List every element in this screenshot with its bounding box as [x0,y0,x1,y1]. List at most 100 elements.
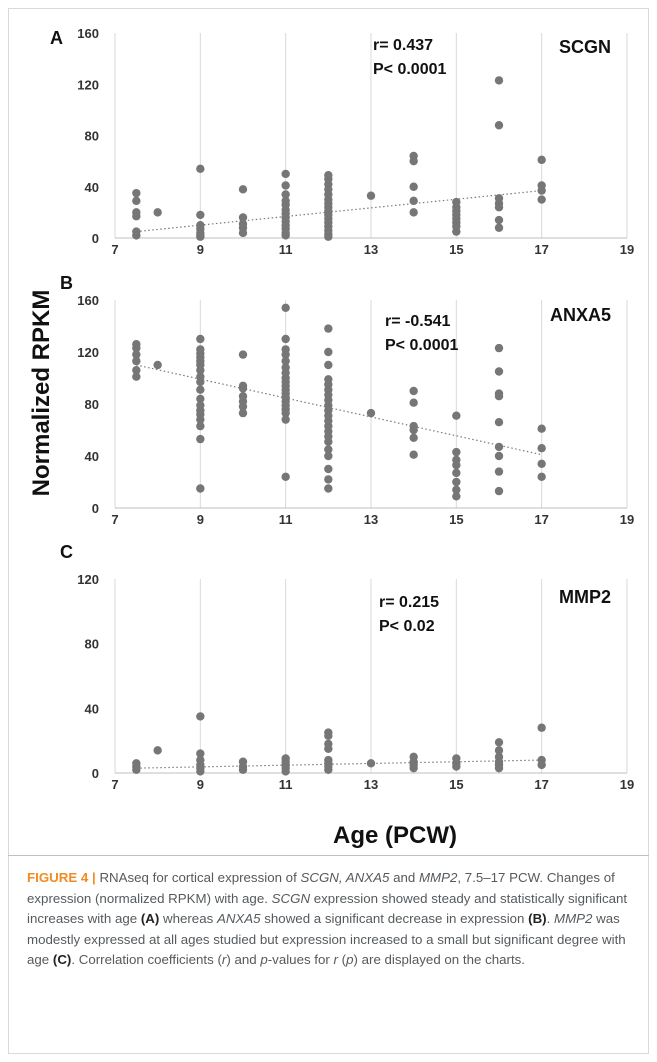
data-point [366,408,376,418]
data-point [196,334,205,344]
data-point [452,762,461,771]
data-point [324,232,333,241]
panel-label: A [50,28,63,48]
data-point [132,196,141,206]
data-point [281,334,290,344]
data-point [494,738,504,747]
x-tick-label: 7 [111,512,118,527]
caption-panel-ref: (A) [140,911,160,927]
data-point [196,377,205,387]
x-tick-label: 13 [364,242,378,257]
caption-text: showed a significant decrease in express… [260,911,529,927]
x-tick-label: 17 [534,777,548,792]
x-tick-label: 15 [449,512,463,527]
data-point [281,356,290,366]
x-tick-label: 15 [449,777,463,792]
data-point [494,746,504,755]
data-point [494,367,504,376]
data-point [494,343,504,353]
data-point [324,731,333,741]
data-point [153,208,162,217]
data-point [238,350,248,359]
data-point [196,415,205,424]
data-point [494,76,504,85]
y-tick-label: 40 [85,449,99,464]
caption-panel-ref: (C) [52,952,72,968]
caption-lead: FIGURE 4 | [27,870,96,885]
y-tick-label: 80 [85,129,99,144]
gene-name: SCGN [559,37,611,57]
data-point [409,398,418,407]
data-point [324,360,333,370]
caption-text: was modestly expressed at all ages studi… [27,911,626,968]
caption-panel-ref: (B) [528,911,547,927]
caption-text: ) and [226,952,261,968]
figure-caption: FIGURE 4 | RNAseq for cortical expressio… [27,868,637,971]
data-point [324,484,333,493]
y-tick-label: 40 [85,180,99,195]
data-point [494,451,504,461]
data-point [196,385,205,394]
data-point [238,228,248,238]
data-point [281,303,290,312]
y-tick-label: 120 [77,345,99,360]
caption-text: p [260,952,268,968]
data-point [494,121,504,130]
y-tick-label: 40 [85,701,99,716]
data-point [196,232,205,241]
shared-ylabel: Normalized RPKM [28,290,55,497]
data-point [452,477,461,487]
data-point [537,760,546,770]
p-value: P< 0.0001 [385,337,459,354]
caption-text: RNAseq for cortical expression of [95,870,301,885]
data-point [132,372,141,381]
data-point [324,475,333,484]
panel-label: B [60,273,73,293]
data-point [409,433,418,442]
data-point [494,486,504,496]
data-point [281,169,290,179]
p-value: P< 0.02 [379,618,435,635]
data-point [196,366,205,375]
data-point [452,468,461,478]
data-point [196,164,205,174]
x-tick-label: 17 [534,242,548,257]
y-tick-label: 0 [92,766,99,781]
data-point [494,763,504,773]
y-tick-label: 120 [77,572,99,587]
x-tick-label: 7 [111,242,118,257]
data-point [238,402,248,411]
x-tick-label: 11 [279,512,293,527]
gene-name: ANXA5 [550,305,611,325]
data-point [238,408,248,418]
caption-text: p [346,952,354,968]
data-point [494,418,504,427]
data-point [281,350,290,359]
data-point [196,434,205,444]
data-point [537,155,546,165]
data-point [238,384,248,393]
caption-text: expression showed steady and statistical… [27,890,628,927]
caption-text: . [546,911,554,927]
caption-text: MMP2 [418,870,458,885]
data-point [324,437,333,446]
data-point [132,765,141,774]
x-tick-label: 11 [279,777,293,792]
data-point [452,411,461,420]
data-point [324,451,333,461]
data-point [196,210,205,220]
data-point [494,467,504,476]
data-point [409,196,418,206]
data-point [452,227,461,236]
data-point [132,188,141,198]
caption-text: SCGN, ANXA5 [300,870,390,885]
data-point [324,744,333,753]
data-point [409,182,418,191]
y-tick-label: 80 [85,397,99,412]
caption-text: -values for [267,952,334,968]
data-point [281,472,290,481]
data-point [281,767,290,776]
data-point [537,459,546,468]
panel-label: C [60,542,73,562]
x-tick-label: 13 [364,512,378,527]
